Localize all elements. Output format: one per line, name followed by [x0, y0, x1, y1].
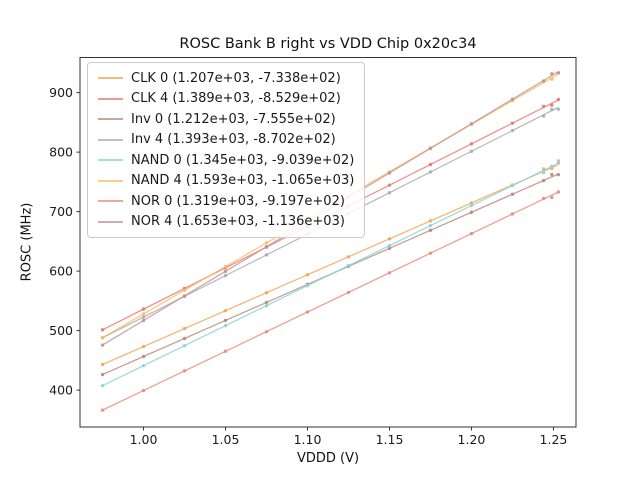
- legend-item-inv-0: Inv 0 (1.212e+03, -7.555e+02): [98, 109, 354, 130]
- x-tick-label: 1.20: [458, 432, 486, 447]
- series-line-nand-0: [102, 162, 558, 387]
- legend-label-clk-4: CLK 4 (1.389e+03, -8.529e+02): [131, 91, 341, 107]
- legend-item-clk-4: CLK 4 (1.389e+03, -8.529e+02): [98, 89, 354, 110]
- series-line-nor-0: [102, 191, 558, 411]
- y-tick-label: 700: [49, 204, 73, 219]
- x-tick-label: 1.00: [130, 432, 158, 447]
- y-tick-label: 400: [49, 383, 73, 398]
- chart-title: ROSC Bank B right vs VDD Chip 0x20c34: [179, 36, 477, 52]
- legend-item-nor-0: NOR 0 (1.319e+03, -9.197e+02): [98, 191, 354, 212]
- legend-item-nand-0: NAND 0 (1.345e+03, -9.039e+02): [98, 150, 354, 171]
- y-tick-label: 500: [49, 323, 73, 338]
- legend-item-nand-4: NAND 4 (1.593e+03, -1.065e+03): [98, 171, 354, 192]
- x-tick-label: 1.05: [212, 432, 240, 447]
- legend-swatch-clk-4: [98, 97, 123, 100]
- legend-item-nor-4: NOR 4 (1.653e+03, -1.136e+03): [98, 212, 354, 233]
- legend-label-nand-4: NAND 4 (1.593e+03, -1.065e+03): [131, 173, 355, 189]
- y-tick-label: 900: [49, 85, 73, 100]
- legend-label-nor-0: NOR 0 (1.319e+03, -9.197e+02): [131, 193, 345, 209]
- series-line-clk-0: [102, 164, 558, 366]
- y-tick-label: 600: [49, 264, 73, 279]
- legend-label-inv-4: Inv 4 (1.393e+03, -8.702e+02): [131, 132, 336, 148]
- legend-item-inv-4: Inv 4 (1.393e+03, -8.702e+02): [98, 130, 354, 151]
- legend-swatch-nand-4: [98, 179, 123, 182]
- legend-label-clk-0: CLK 0 (1.207e+03, -7.338e+02): [131, 70, 341, 86]
- plot-border: [79, 57, 577, 428]
- x-tick-label: 1.15: [376, 432, 404, 447]
- x-axis-label: VDDD (V): [296, 451, 360, 466]
- legend-swatch-nor-0: [98, 200, 123, 203]
- legend: CLK 0 (1.207e+03, -7.338e+02) CLK 4 (1.38…: [87, 62, 366, 238]
- series-markers-nor-0: [100, 190, 561, 412]
- legend-label-inv-0: Inv 0 (1.212e+03, -7.555e+02): [131, 111, 336, 127]
- y-tick-label: 800: [49, 145, 73, 160]
- legend-swatch-nand-0: [98, 159, 123, 162]
- x-tick-label: 1.25: [540, 432, 568, 447]
- legend-swatch-inv-0: [98, 118, 123, 121]
- legend-item-clk-0: CLK 0 (1.207e+03, -7.338e+02): [98, 68, 354, 89]
- legend-label-nor-4: NOR 4 (1.653e+03, -1.136e+03): [131, 214, 345, 230]
- series-markers-nand-0: [100, 159, 561, 388]
- x-tick-label: 1.10: [294, 432, 322, 447]
- legend-swatch-nor-4: [98, 220, 123, 223]
- y-axis-label: ROSC (MHz): [19, 202, 35, 282]
- legend-swatch-inv-4: [98, 138, 123, 141]
- legend-label-nand-0: NAND 0 (1.345e+03, -9.039e+02): [131, 152, 355, 168]
- legend-swatch-clk-0: [98, 77, 123, 80]
